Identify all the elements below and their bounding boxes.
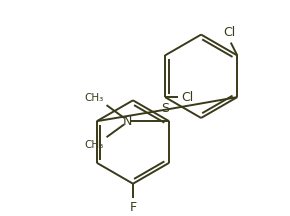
Text: F: F (129, 201, 137, 214)
Text: Cl: Cl (223, 26, 235, 39)
Text: CH₃: CH₃ (84, 93, 103, 103)
Text: CH₃: CH₃ (84, 140, 103, 150)
Text: N: N (123, 115, 132, 128)
Text: Cl: Cl (181, 91, 193, 104)
Text: S: S (162, 102, 169, 115)
